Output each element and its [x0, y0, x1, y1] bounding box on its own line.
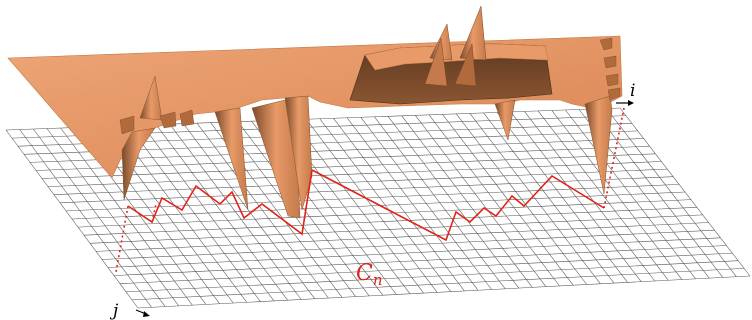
grid-line-j: [65, 184, 680, 212]
axis-j-label: j: [109, 301, 119, 320]
grid-line-j: [125, 260, 739, 293]
grid-line-j: [119, 252, 733, 284]
grid-line-j: [131, 268, 745, 301]
axis-i-arrow: [616, 100, 634, 106]
grid-line-j: [83, 207, 697, 236]
surface-spike-down-6: [494, 99, 516, 141]
surface-spike-down-2: [139, 75, 163, 121]
surface-spike-tall-3: [424, 37, 448, 87]
grid-line-j: [95, 222, 709, 252]
grid-line-j: [113, 245, 727, 276]
grid-line-j: [41, 153, 656, 179]
surface-notches-left: [119, 109, 195, 135]
curve-cn-dotted-mid-1: [151, 203, 157, 223]
grid-line-j: [77, 199, 691, 228]
axis-j-arrow: [135, 309, 150, 317]
curve-cn-dotted-left: [115, 205, 129, 273]
curve-cn-dotted-right: [603, 107, 625, 209]
surface-spike-down-1: [121, 127, 156, 201]
orange-surface: [7, 5, 623, 219]
surface-spike-down-5: [284, 95, 313, 211]
curve-cn-dotted-mid-2: [301, 169, 313, 235]
surface-spike-down-7: [584, 95, 613, 195]
grid-line-j: [47, 161, 662, 187]
grid-line-j: [89, 214, 703, 244]
curve-label-main: C: [356, 261, 373, 286]
grid-line-j: [101, 229, 715, 260]
curve-label: Cn: [356, 261, 383, 289]
surface-notches-right: [599, 37, 621, 101]
grid-line-j: [53, 168, 668, 195]
grid-line-j: [107, 237, 721, 268]
curve-label-subscript: n: [373, 271, 383, 289]
grid-line-j: [137, 275, 751, 309]
curve-cn: [115, 107, 625, 273]
surface-spike-down-3: [214, 107, 249, 211]
surface-spike-tall-4: [454, 43, 477, 87]
grid-line-j: [35, 145, 650, 171]
axis-i-label: i: [630, 81, 635, 101]
curve-cn-path: [127, 168, 605, 242]
